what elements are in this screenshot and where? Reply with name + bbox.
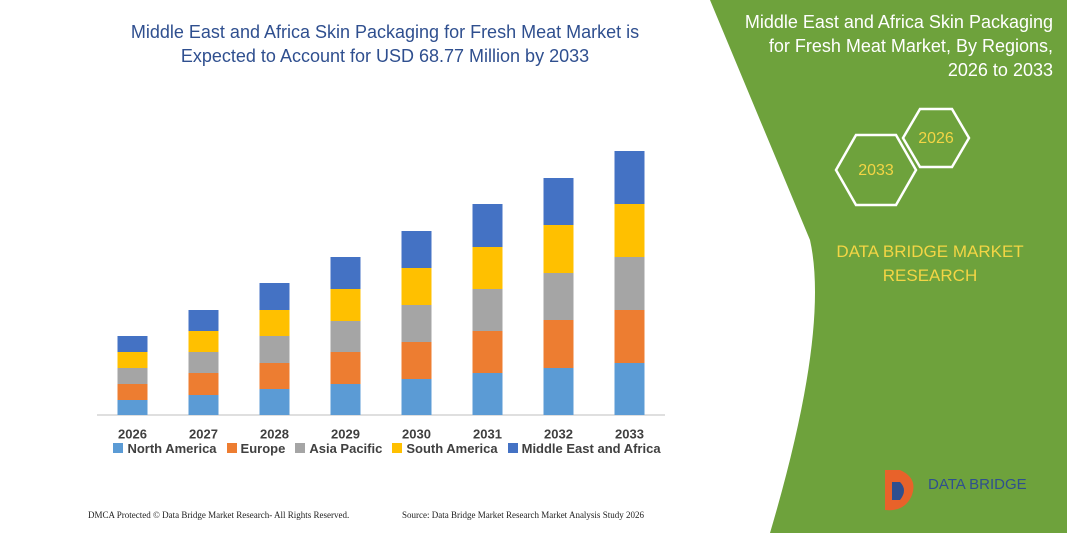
bar-segment xyxy=(472,289,503,331)
legend-swatch xyxy=(392,443,403,453)
bar-segment xyxy=(330,352,361,384)
legend-label: Asia Pacific xyxy=(309,441,383,456)
legend-swatch xyxy=(507,443,518,453)
bar-segment xyxy=(543,320,574,368)
hexagon xyxy=(834,133,918,207)
bar-segment xyxy=(614,204,645,257)
logo-text: DATA BRIDGE xyxy=(928,476,1027,493)
hexagon-label: 2026 xyxy=(918,130,954,147)
x-tick-label: 2030 xyxy=(402,426,431,441)
legend-item: Middle East and Africa xyxy=(507,441,661,456)
bar-segment xyxy=(401,231,432,268)
bar-segment xyxy=(117,352,148,368)
bar-segment xyxy=(188,395,219,415)
x-tick-label: 2031 xyxy=(473,426,502,441)
legend-swatch xyxy=(113,443,124,453)
bar-segment xyxy=(330,321,361,352)
bar-segment xyxy=(259,283,290,310)
bar-segment xyxy=(614,363,645,415)
x-tick-label: 2026 xyxy=(118,426,147,441)
x-tick-label: 2032 xyxy=(544,426,573,441)
bar-segment xyxy=(472,331,503,373)
bar-segment xyxy=(259,336,290,363)
bar-segment xyxy=(188,373,219,395)
legend-swatch xyxy=(295,443,306,453)
bar-segment xyxy=(117,400,148,415)
bar-segment xyxy=(330,384,361,415)
bar-segment xyxy=(614,151,645,204)
bar-segment xyxy=(188,352,219,373)
bar-segment xyxy=(614,257,645,310)
legend: North America Europe Asia Pacific South Ame… xyxy=(97,441,677,456)
bar-segment xyxy=(117,336,148,352)
bar-segment xyxy=(117,368,148,384)
bar-segment xyxy=(330,257,361,289)
bar-segment xyxy=(543,273,574,320)
legend-item: North America xyxy=(113,441,217,456)
bar-segment xyxy=(472,204,503,247)
bar-segment xyxy=(401,305,432,342)
bar-segment xyxy=(472,373,503,415)
bar-segment xyxy=(259,363,290,389)
bar-segment xyxy=(543,368,574,415)
bar-segment xyxy=(188,310,219,331)
hexagon-label: 2033 xyxy=(858,162,894,179)
bar-segment xyxy=(543,178,574,225)
bar-segment xyxy=(543,225,574,273)
legend-item: South America xyxy=(392,441,498,456)
x-tick-label: 2033 xyxy=(615,426,644,441)
panel-title: Middle East and Africa Skin Packaging fo… xyxy=(744,12,1053,80)
bar-segment xyxy=(401,379,432,415)
source: Source: Data Bridge Market Research Mark… xyxy=(402,510,644,520)
copyright: DMCA Protected © Data Bridge Market Rese… xyxy=(88,510,350,520)
bar-segment xyxy=(188,331,219,352)
legend-label: North America xyxy=(127,441,217,456)
bar-segment xyxy=(330,289,361,321)
legend-item: Asia Pacific xyxy=(295,441,382,456)
x-tick-label: 2029 xyxy=(331,426,360,441)
chart-title: Middle East and Africa Skin Packaging fo… xyxy=(130,22,640,66)
bar-segment xyxy=(117,384,148,400)
brand: DATA BRIDGE MARKET RESEARCH xyxy=(836,242,1024,285)
bar-segment xyxy=(401,342,432,379)
legend-label: Europe xyxy=(240,441,286,456)
bar-segment xyxy=(472,247,503,289)
legend-item: Europe xyxy=(226,441,286,456)
legend-label: Middle East and Africa xyxy=(521,441,661,456)
bar-segment xyxy=(401,268,432,305)
x-tick-label: 2027 xyxy=(189,426,218,441)
bar-segment xyxy=(259,389,290,415)
x-tick-label: 2028 xyxy=(260,426,289,441)
hexagon xyxy=(901,107,971,169)
logo-icon xyxy=(892,482,904,500)
bar-segment xyxy=(259,310,290,336)
legend-swatch xyxy=(226,443,237,453)
legend-label: South America xyxy=(406,441,498,456)
green-panel xyxy=(710,0,1067,533)
bar-segment xyxy=(614,310,645,363)
